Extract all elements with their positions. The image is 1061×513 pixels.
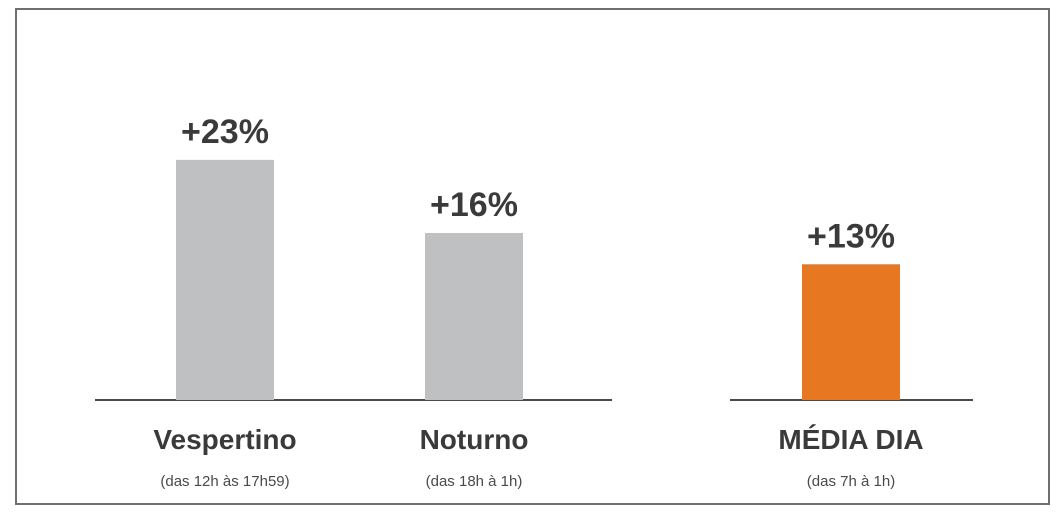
category-label-noturno: Noturno — [420, 424, 529, 455]
bar-vespertino — [176, 159, 274, 400]
category-subtitles: (das 12h às 17h59) (das 18h à 1h) (das 7h … — [160, 473, 895, 490]
category-label-vespertino: Vespertino — [153, 424, 296, 455]
category-subtitle-noturno: (das 18h à 1h) — [426, 473, 523, 490]
value-labels: +23% +16% +13% — [181, 113, 895, 255]
value-label-media-dia: +13% — [807, 217, 895, 255]
bar-media-dia — [802, 264, 900, 400]
bar-noturno — [425, 232, 523, 400]
bars — [176, 159, 900, 400]
value-label-noturno: +16% — [430, 186, 518, 224]
category-subtitle-media-dia: (das 7h à 1h) — [807, 473, 895, 490]
category-subtitle-vespertino: (das 12h às 17h59) — [160, 473, 289, 490]
category-labels: Vespertino Noturno MÉDIA DIA — [153, 424, 923, 455]
value-label-vespertino: +23% — [181, 113, 269, 151]
category-label-media-dia: MÉDIA DIA — [778, 424, 923, 455]
